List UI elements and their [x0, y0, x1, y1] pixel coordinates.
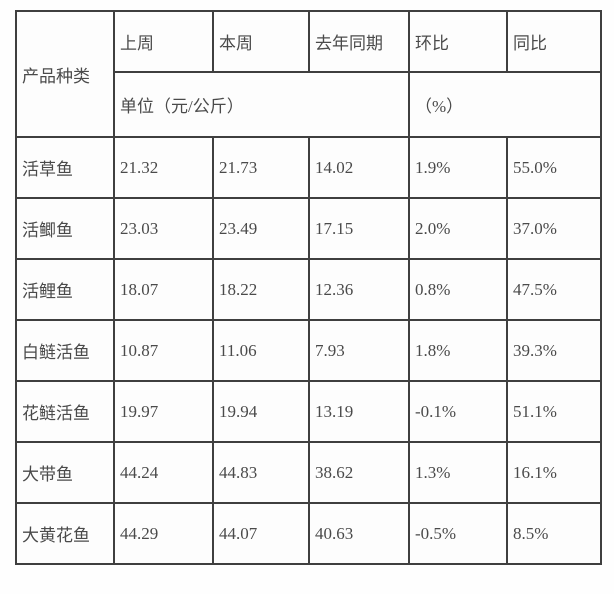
week-on-week-cell: 1.9% [408, 136, 508, 199]
product-name-cell: 大带鱼 [15, 441, 115, 504]
table-row: 活鲤鱼 18.07 18.22 12.36 0.8% 47.5% [15, 258, 602, 321]
table-row: 白鲢活鱼 10.87 11.06 7.93 1.8% 39.3% [15, 319, 602, 382]
week-on-week-cell: -0.1% [408, 380, 508, 443]
last-year-cell: 12.36 [308, 258, 410, 321]
week-on-week-cell: 1.3% [408, 441, 508, 504]
header-row-2: 单位（元/公斤） （%） [16, 71, 602, 138]
year-on-year-cell: 37.0% [506, 197, 602, 260]
last-year-cell: 13.19 [308, 380, 410, 443]
last-week-cell: 44.29 [113, 502, 214, 565]
last-year-cell: 7.93 [308, 319, 410, 382]
last-week-cell: 10.87 [113, 319, 214, 382]
table-row: 活鲫鱼 23.03 23.49 17.15 2.0% 37.0% [15, 197, 602, 260]
header-week-on-week: 环比 [408, 10, 508, 73]
year-on-year-cell: 16.1% [506, 441, 602, 504]
last-week-cell: 23.03 [113, 197, 214, 260]
this-week-cell: 23.49 [212, 197, 310, 260]
year-on-year-cell: 51.1% [506, 380, 602, 443]
last-year-cell: 14.02 [308, 136, 410, 199]
unit-percent-label: （%） [408, 71, 602, 138]
product-name-cell: 活鲫鱼 [15, 197, 115, 260]
this-week-cell: 19.94 [212, 380, 310, 443]
week-on-week-cell: -0.5% [408, 502, 508, 565]
unit-price-label: 单位（元/公斤） [113, 71, 410, 138]
header-year-on-year: 同比 [506, 10, 602, 73]
this-week-cell: 44.83 [212, 441, 310, 504]
product-name-cell: 大黄花鱼 [15, 502, 115, 565]
last-year-cell: 38.62 [308, 441, 410, 504]
table-row: 大黄花鱼 44.29 44.07 40.63 -0.5% 8.5% [15, 502, 602, 565]
product-name-cell: 活草鱼 [15, 136, 115, 199]
week-on-week-cell: 2.0% [408, 197, 508, 260]
year-on-year-cell: 8.5% [506, 502, 602, 565]
this-week-cell: 11.06 [212, 319, 310, 382]
header-row-1: 产品种类 上周 本周 去年同期 环比 同比 [15, 10, 602, 138]
last-year-cell: 17.15 [308, 197, 410, 260]
table-row: 花鲢活鱼 19.97 19.94 13.19 -0.1% 51.1% [15, 380, 602, 443]
last-week-cell: 21.32 [113, 136, 214, 199]
this-week-cell: 21.73 [212, 136, 310, 199]
week-on-week-cell: 0.8% [408, 258, 508, 321]
last-year-cell: 40.63 [308, 502, 410, 565]
week-on-week-cell: 1.8% [408, 319, 508, 382]
this-week-cell: 44.07 [212, 502, 310, 565]
last-week-cell: 18.07 [113, 258, 214, 321]
product-name-cell: 花鲢活鱼 [15, 380, 115, 443]
year-on-year-cell: 47.5% [506, 258, 602, 321]
header-last-week: 上周 [113, 10, 214, 73]
fish-price-table: 产品种类 上周 本周 去年同期 环比 同比 单位（元/公斤） （%） 活草鱼 2… [15, 10, 602, 565]
header-this-week: 本周 [212, 10, 310, 73]
header-product-type: 产品种类 [15, 10, 115, 138]
table-row: 大带鱼 44.24 44.83 38.62 1.3% 16.1% [15, 441, 602, 504]
table-row: 活草鱼 21.32 21.73 14.02 1.9% 55.0% [15, 136, 602, 199]
this-week-cell: 18.22 [212, 258, 310, 321]
year-on-year-cell: 39.3% [506, 319, 602, 382]
last-week-cell: 19.97 [113, 380, 214, 443]
product-name-cell: 活鲤鱼 [15, 258, 115, 321]
year-on-year-cell: 55.0% [506, 136, 602, 199]
last-week-cell: 44.24 [113, 441, 214, 504]
header-last-year-same-period: 去年同期 [308, 10, 410, 73]
product-name-cell: 白鲢活鱼 [15, 319, 115, 382]
